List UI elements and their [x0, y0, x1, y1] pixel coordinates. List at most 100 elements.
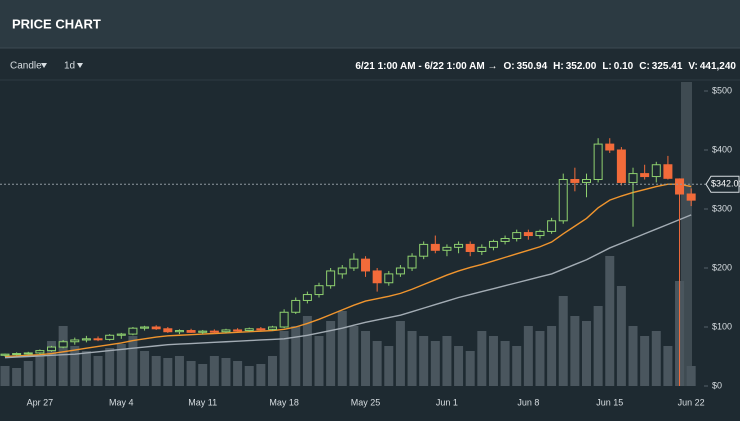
candle-body — [244, 328, 254, 332]
candle-body — [70, 339, 80, 343]
dropdown-arrow — [41, 63, 47, 68]
toolbar — [0, 48, 740, 80]
candle-body — [651, 164, 661, 178]
candle-body — [582, 179, 591, 183]
candle-body — [628, 173, 638, 183]
candle-body — [116, 333, 126, 336]
dropdown-arrow — [77, 63, 83, 68]
interval-dropdown[interactable]: 1d — [64, 61, 75, 72]
stat-label: H: — [553, 61, 564, 72]
candle-body — [93, 338, 103, 341]
stat-value: 325.41 — [652, 61, 683, 72]
volume-bar — [395, 321, 405, 386]
candle-body — [512, 232, 522, 240]
y-tick-label: $0 — [712, 380, 722, 390]
candle-body — [302, 294, 312, 301]
x-tick-label: Jun 8 — [517, 397, 539, 407]
candle-body — [105, 334, 115, 340]
candle-body — [616, 149, 626, 183]
volume-bar — [81, 351, 91, 386]
candle-body — [209, 330, 219, 333]
candle-body — [442, 246, 452, 251]
volume-bar — [198, 364, 208, 386]
header-title: PRICE CHART — [12, 16, 101, 31]
volume-bar — [349, 326, 359, 386]
volume-bar — [593, 306, 603, 386]
candle-body — [430, 243, 440, 251]
candle-body — [349, 258, 359, 269]
volume-bar — [523, 326, 533, 386]
volume-bar — [151, 356, 161, 386]
stat-value: 350.94 — [517, 61, 548, 72]
volume-bar — [361, 331, 371, 386]
y-tick-label: $500 — [712, 85, 732, 95]
candle-body — [81, 338, 91, 341]
volume-bar — [465, 351, 475, 386]
candle-body — [221, 329, 231, 333]
volume-bar — [663, 346, 673, 386]
candle-body — [384, 273, 394, 284]
volume-bar — [47, 341, 57, 386]
candle-body — [291, 299, 301, 313]
volume-bar — [651, 331, 661, 386]
hover-column — [681, 82, 692, 386]
candle-body — [454, 243, 464, 248]
volume-bar — [221, 358, 231, 386]
candle-body — [395, 267, 405, 275]
candle-body — [558, 179, 568, 222]
x-tick-label: Jun 22 — [678, 397, 705, 407]
y-tick-label: $400 — [712, 144, 732, 154]
moving-average — [4, 183, 692, 358]
volume-bar — [291, 326, 301, 386]
candle-body — [163, 328, 173, 333]
chart-type-dropdown[interactable]: Candle — [10, 61, 42, 72]
volume-bar — [140, 351, 150, 386]
candle-body — [419, 243, 429, 257]
candle-body — [372, 270, 382, 284]
candle-body — [256, 328, 266, 331]
x-tick-label: Jun 15 — [596, 397, 623, 407]
x-tick-label: May 18 — [269, 397, 299, 407]
candle-body — [35, 350, 45, 354]
candle-body — [535, 230, 545, 237]
volume-bar — [512, 346, 522, 386]
x-tick-label: May 11 — [188, 397, 217, 407]
candle-info: 6/21 1:00 AM - 6/22 1:00 AM → O: 350.94 H: 3… — [355, 61, 736, 72]
candle-body — [500, 238, 510, 242]
candle-body — [174, 330, 184, 333]
candle-body — [523, 232, 533, 237]
header-bar — [0, 0, 740, 48]
stat-value: 0.10 — [614, 61, 634, 72]
volume-bar — [372, 341, 382, 386]
volume-bar — [116, 344, 126, 386]
volume-bar — [163, 358, 173, 386]
volume-bar — [477, 331, 487, 386]
volume-bar — [209, 356, 219, 386]
x-tick-label: Jun 1 — [436, 397, 458, 407]
volume-bar — [500, 341, 510, 386]
volume-bar — [407, 331, 417, 386]
candle-body — [570, 179, 580, 183]
volume-bar — [105, 348, 115, 386]
volume-bar — [419, 336, 429, 386]
x-tick-label: Apr 27 — [27, 397, 54, 407]
candle-body — [407, 255, 417, 269]
candle-body — [314, 285, 324, 296]
x-tick-label: May 25 — [351, 397, 381, 407]
candle-body — [640, 173, 650, 178]
plot — [0, 138, 706, 386]
volume-bar — [256, 364, 266, 386]
volume-bar — [244, 366, 254, 386]
volume-bar — [535, 331, 545, 386]
volume-bar — [628, 326, 638, 386]
candle-body — [686, 193, 696, 201]
volume-bar — [35, 356, 45, 386]
x-tick-label: May 4 — [109, 397, 134, 407]
candle-body — [593, 143, 603, 181]
candle-body — [58, 341, 68, 348]
candle-body — [128, 327, 138, 335]
volume-bar — [233, 361, 243, 386]
candle-body — [47, 346, 57, 352]
y-tick-label: $300 — [712, 203, 732, 213]
volume-bar — [70, 346, 80, 386]
